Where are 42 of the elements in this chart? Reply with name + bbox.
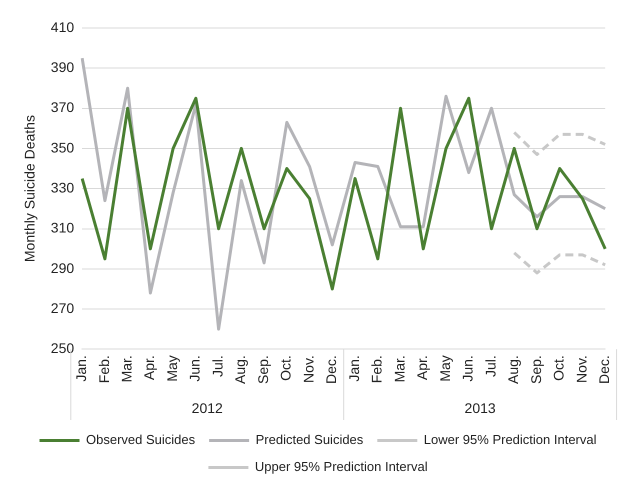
y-tick-label: 290 — [50, 260, 74, 276]
y-tick-label: 370 — [50, 99, 74, 116]
line-series — [512, 130, 607, 156]
text: 2012 — [192, 400, 224, 416]
x-tick-label: Nov. — [573, 355, 590, 383]
x-tick-label: May — [164, 355, 180, 382]
x-tick-label: Sep. — [528, 355, 544, 384]
legend-label: Lower 95% Prediction Interval — [424, 432, 597, 448]
y-tick-label: 350 — [50, 139, 74, 156]
x-tick-label: Apr. — [414, 355, 430, 380]
y-tick-label: 250 — [50, 340, 74, 356]
x-tick-label: Apr. — [141, 355, 158, 380]
x-tick-label: Jun. — [460, 355, 476, 382]
y-tick-label: 410 — [50, 18, 74, 35]
x-tick-label: Oct. — [550, 355, 567, 381]
x-tick-label: Aug. — [232, 355, 248, 384]
y-tick-label: 270 — [50, 300, 74, 316]
x-tick-label: Jun. — [186, 355, 203, 382]
y-tick-label: 310 — [50, 220, 74, 236]
legend-label: Predicted Suicides — [256, 432, 364, 448]
x-tick-label: Oct. — [278, 355, 294, 381]
y-axis-title: Monthly Suicide Deaths — [21, 115, 38, 262]
x-tick-label: Jul. — [209, 355, 226, 377]
x-tick-label: Feb. — [368, 355, 385, 384]
x-tick-label: Sep. — [254, 355, 271, 384]
x-tick-label: Feb. — [96, 355, 112, 384]
x-tick-label: Jan. — [73, 355, 90, 382]
x-tick-label: Dec. — [323, 355, 340, 384]
x-tick-label: Nov. — [300, 355, 316, 383]
x-tick-label: Mar. — [391, 355, 408, 382]
x-tick-label: Mar. — [118, 355, 134, 382]
line-series — [512, 251, 607, 274]
x-tick-label: May — [436, 355, 453, 382]
text: 2013 — [464, 400, 496, 416]
x-tick-label: Jul. — [482, 355, 498, 377]
legend-label: Observed Suicides — [86, 432, 196, 448]
y-tick-label: 390 — [50, 59, 74, 76]
legend-label: Upper 95% Prediction Interval — [254, 459, 428, 474]
x-tick-label: Aug. — [505, 355, 522, 384]
x-tick-label: Dec. — [596, 355, 612, 384]
x-tick-label: Jan. — [346, 355, 362, 382]
y-tick-label: 330 — [50, 179, 74, 196]
